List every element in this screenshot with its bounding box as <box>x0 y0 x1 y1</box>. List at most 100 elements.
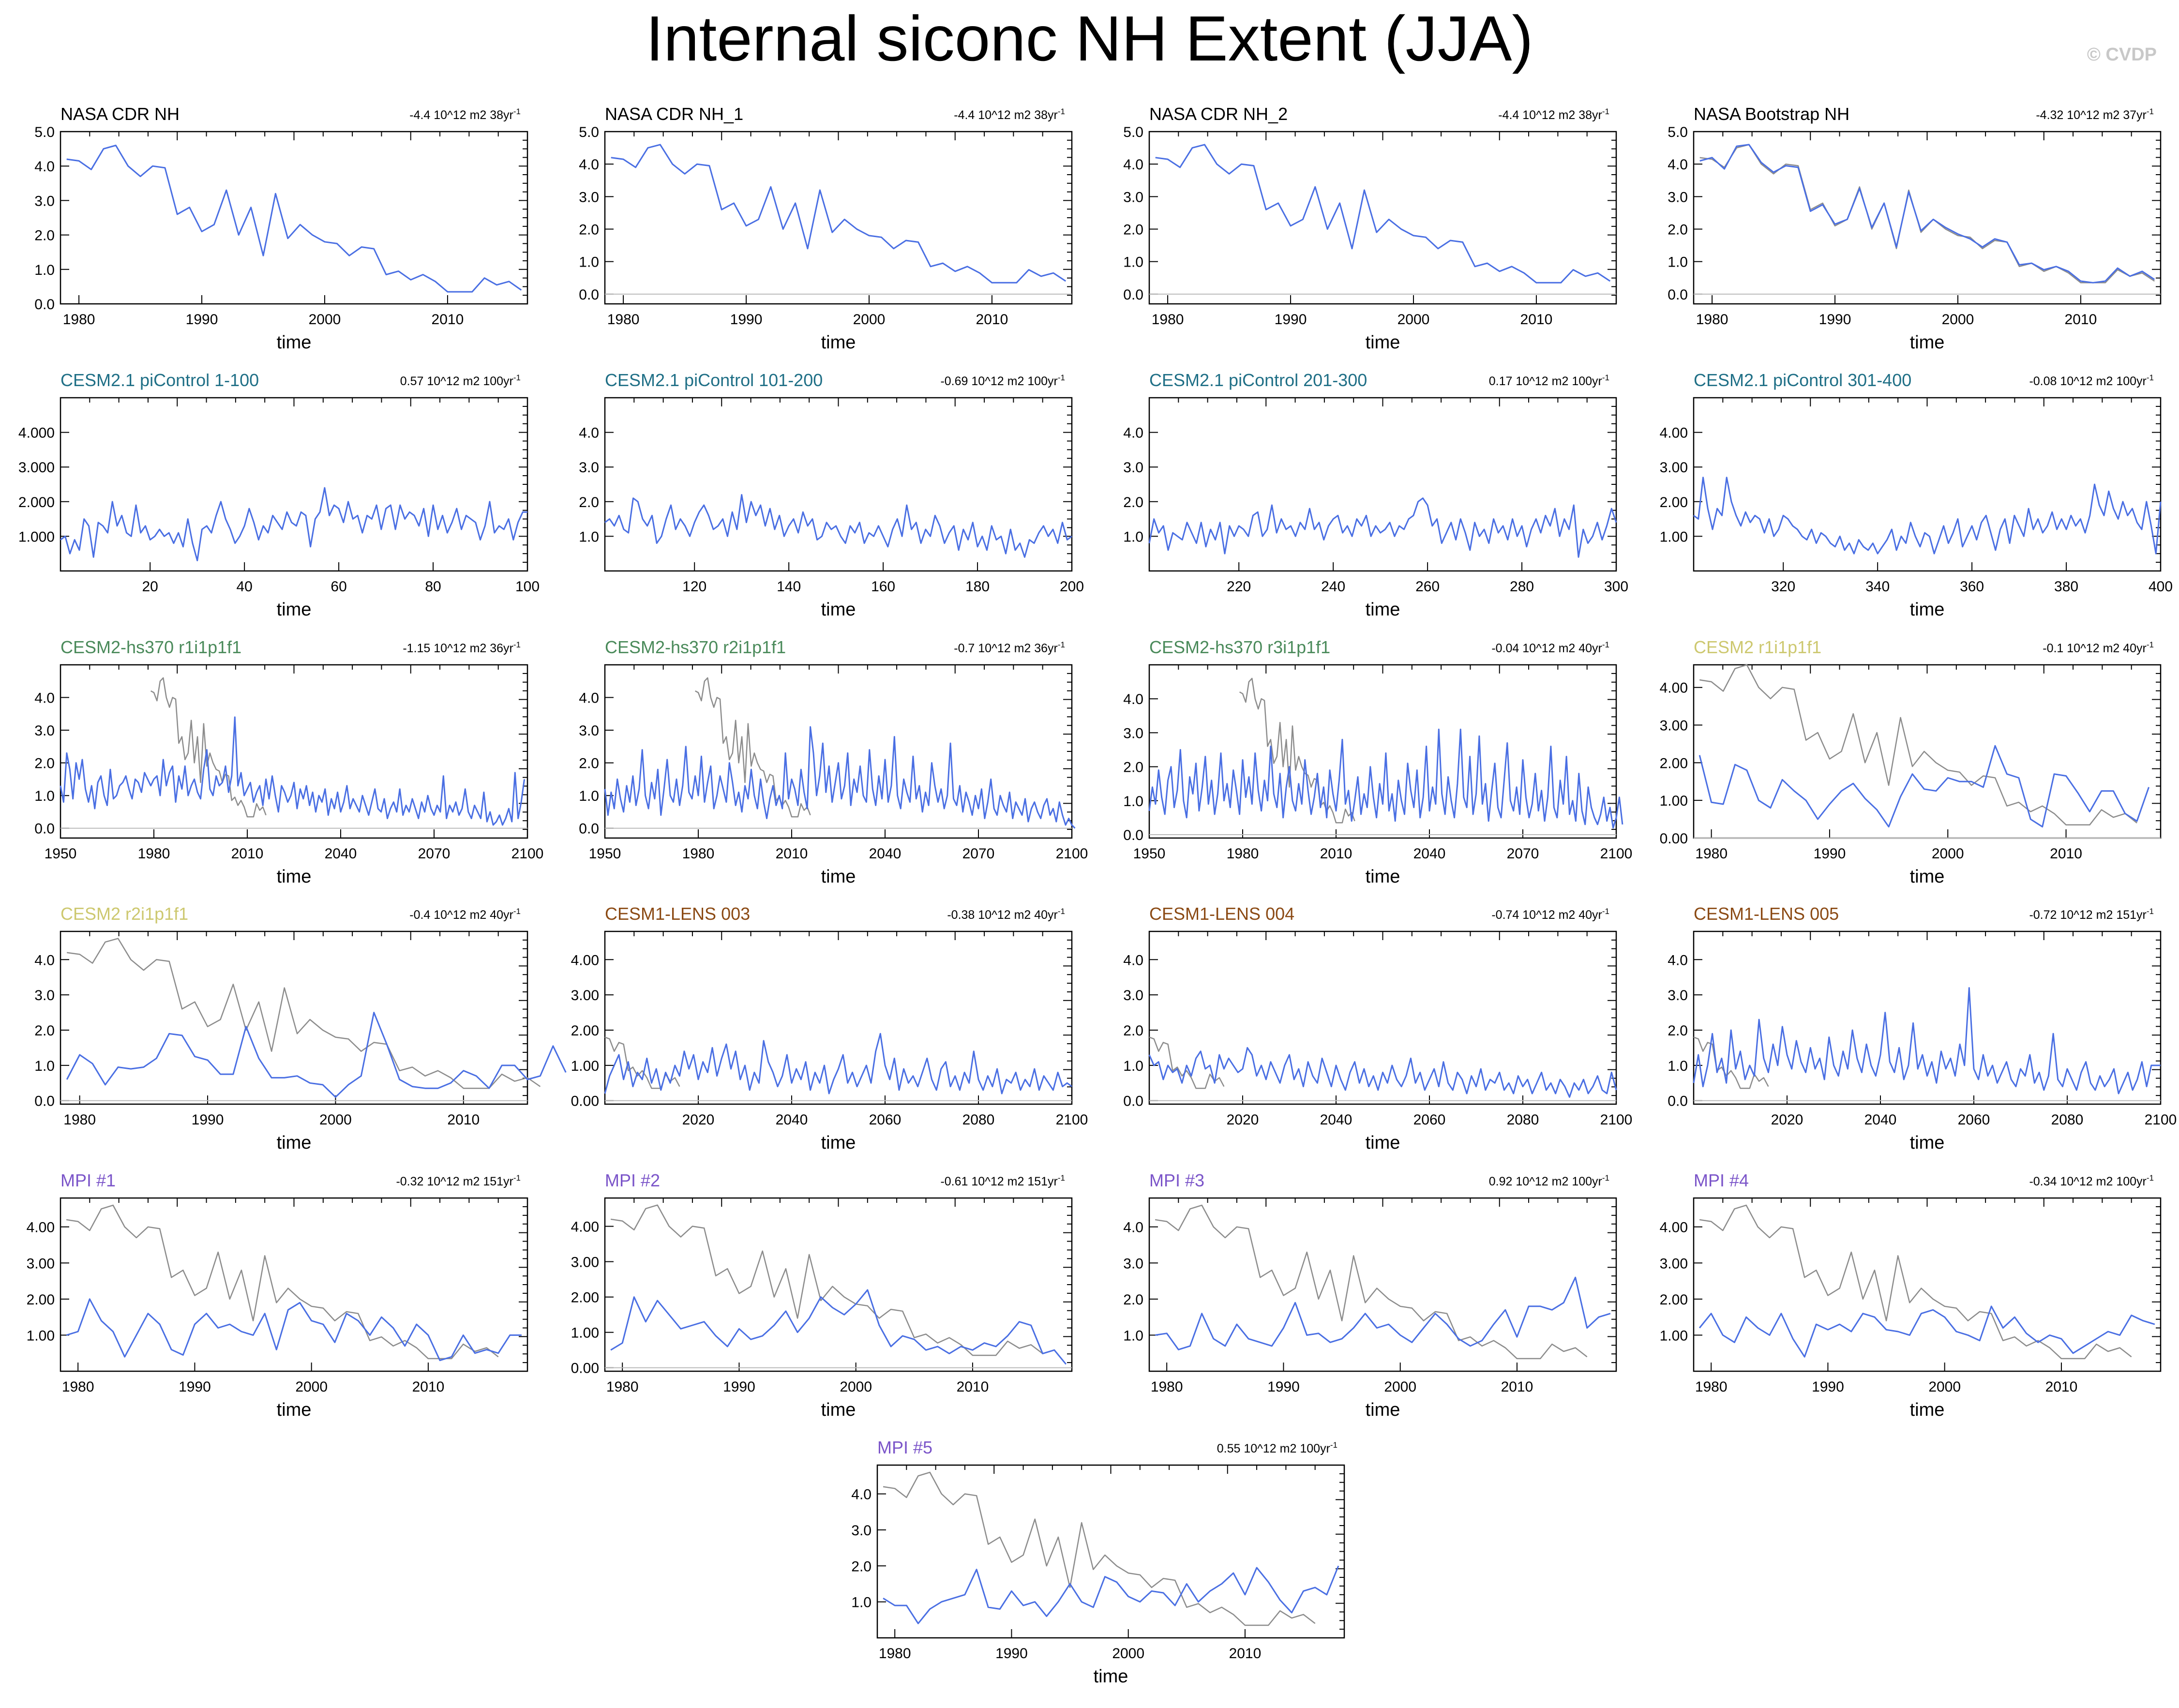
chart-panel-7: 1.0 2.0 3.0 4.0 220 240 260 280 300 CESM2.1 piCon… <box>1123 370 1628 620</box>
trend-label: -0.08 10^12 m2 100yr-1 <box>2029 373 2154 388</box>
y-tick-label: 2.0 <box>1123 494 1143 510</box>
x-tick-label: 2010 <box>2050 846 2082 862</box>
plot-frame <box>1148 1197 1617 1372</box>
y-tick-label: 2.00 <box>1660 755 1688 771</box>
x-tick-label: 2000 <box>1942 312 1974 328</box>
y-tick-label: 4.0 <box>579 425 599 441</box>
x-tick-label: 1980 <box>606 1379 639 1395</box>
y-tick-label: 1.0 <box>34 262 55 278</box>
y-tick-label: 4.00 <box>1660 1220 1688 1236</box>
x-tick-label: 180 <box>965 579 990 595</box>
y-tick-label: 1.0 <box>1123 1058 1143 1074</box>
x-axis-label: time <box>1094 1666 1128 1687</box>
y-tick-label: 3.00 <box>1660 718 1688 734</box>
plot-frame <box>1148 397 1617 572</box>
y-tick-label: 0.0 <box>1123 287 1143 303</box>
model-series-line <box>66 145 522 293</box>
y-tick-label: 3.0 <box>34 723 55 739</box>
y-tick-label: 1.0 <box>579 255 599 270</box>
y-tick-label: 1.00 <box>1660 793 1688 809</box>
y-tick-label: 4.0 <box>1668 157 1688 173</box>
panel-title: CESM2.1 piControl 1-100 <box>60 370 259 390</box>
y-tick-label: 3.00 <box>1660 1256 1688 1272</box>
panel-title: NASA Bootstrap NH <box>1694 104 1849 124</box>
model-series-line <box>604 1033 1072 1094</box>
y-tick-label: 3.0 <box>34 193 55 209</box>
observed-series-line <box>1155 1204 1588 1360</box>
y-tick-label: 2.0 <box>851 1558 872 1574</box>
x-tick-label: 40 <box>236 579 252 595</box>
x-tick-label: 2060 <box>1958 1112 1990 1128</box>
x-tick-label: 1980 <box>1695 1379 1728 1395</box>
x-tick-label: 1990 <box>179 1379 211 1395</box>
y-tick-label: 5.0 <box>1123 124 1143 140</box>
y-tick-label: 4.0 <box>851 1487 872 1503</box>
x-tick-label: 20 <box>142 579 158 595</box>
model-series-line <box>1148 728 1623 829</box>
x-tick-label: 220 <box>1227 579 1251 595</box>
chart-panel-1: 0.0 1.0 2.0 3.0 4.0 5.0 1980 1990 2000 2010 NASA C… <box>34 104 528 353</box>
x-tick-label: 100 <box>515 579 540 595</box>
model-series-line <box>1693 987 2161 1094</box>
y-tick-label: 2.0 <box>579 222 599 238</box>
observed-series-line <box>1239 677 1355 824</box>
x-tick-label: 1980 <box>63 1112 96 1128</box>
observed-series-line <box>1699 144 2155 284</box>
chart-panel-5: 1.000 2.000 3.000 4.000 20 40 60 80 100 CESM2.1 p… <box>18 370 540 620</box>
x-tick-label: 320 <box>1771 579 1795 595</box>
y-tick-label: 0.0 <box>1123 827 1143 843</box>
y-tick-label: 2.0 <box>34 228 55 244</box>
observed-series-line <box>67 938 541 1089</box>
x-axis-label: time <box>1366 1400 1400 1420</box>
y-tick-label: 2.00 <box>571 1023 599 1039</box>
plot-frame <box>604 1197 1073 1372</box>
x-tick-label: 1980 <box>1152 312 1184 328</box>
x-tick-label: 2020 <box>682 1112 715 1128</box>
model-series-line <box>1698 745 2150 828</box>
x-tick-label: 280 <box>1510 579 1534 595</box>
x-tick-label: 2040 <box>776 1112 808 1128</box>
trend-label: -4.4 10^12 m2 38yr-1 <box>954 107 1065 122</box>
chart-panel-21: 1.0 2.0 3.0 4.0 1980 1990 2000 2010 MPI #5 0.55 1… <box>851 1438 1345 1687</box>
y-tick-label: 0.00 <box>571 1094 599 1109</box>
y-tick-label: 3.0 <box>1123 460 1143 476</box>
x-axis-label: time <box>1910 867 1945 887</box>
y-tick-label: 1.0 <box>34 788 55 804</box>
panel-title: NASA CDR NH_1 <box>605 104 743 124</box>
y-tick-label: 1.0 <box>579 788 599 804</box>
model-series-line <box>66 1298 522 1362</box>
chart-panel-3: 0.0 1.0 2.0 3.0 4.0 5.0 1980 1990 2000 2010 NASA C… <box>1123 104 1617 353</box>
x-axis-label: time <box>277 867 312 887</box>
y-tick-label: 2.0 <box>1123 1023 1143 1039</box>
x-tick-label: 2000 <box>319 1112 352 1128</box>
y-tick-label: 4.0 <box>1123 1220 1143 1236</box>
panel-title: CESM2-hs370 r2i1p1f1 <box>605 637 786 657</box>
panel-title: CESM2.1 piControl 101-200 <box>605 370 823 390</box>
model-series-line <box>611 144 1067 284</box>
x-tick-label: 1980 <box>682 846 715 862</box>
chart-panel-14: 0.00 1.00 2.00 3.00 4.00 2020 2040 2060 2080 2100… <box>571 904 1088 1153</box>
model-series-line <box>604 726 1076 829</box>
y-tick-label: 1.0 <box>34 1058 55 1074</box>
model-series-line <box>1148 497 1617 558</box>
x-tick-label: 1980 <box>1696 312 1728 328</box>
y-tick-label: 1.00 <box>571 1058 599 1074</box>
y-tick-label: 5.0 <box>579 124 599 140</box>
y-tick-label: 0.0 <box>1668 287 1688 303</box>
model-series-line <box>60 716 526 826</box>
y-tick-label: 4.00 <box>571 952 599 968</box>
observed-series-line <box>66 1204 499 1360</box>
y-tick-label: 4.0 <box>34 952 55 968</box>
x-tick-label: 2010 <box>1520 312 1553 328</box>
x-axis-label: time <box>1366 332 1400 353</box>
x-tick-label: 2000 <box>309 312 341 328</box>
plot-frame <box>876 1464 1345 1639</box>
x-tick-label: 1990 <box>730 312 763 328</box>
trend-label: -0.69 10^12 m2 100yr-1 <box>940 373 1065 388</box>
x-tick-label: 2000 <box>295 1379 328 1395</box>
y-tick-label: 4.00 <box>571 1219 599 1235</box>
x-tick-label: 2010 <box>412 1379 445 1395</box>
observed-series-line <box>150 677 267 818</box>
panel-title: NASA CDR NH <box>60 104 180 124</box>
x-tick-label: 2040 <box>1320 1112 1352 1128</box>
